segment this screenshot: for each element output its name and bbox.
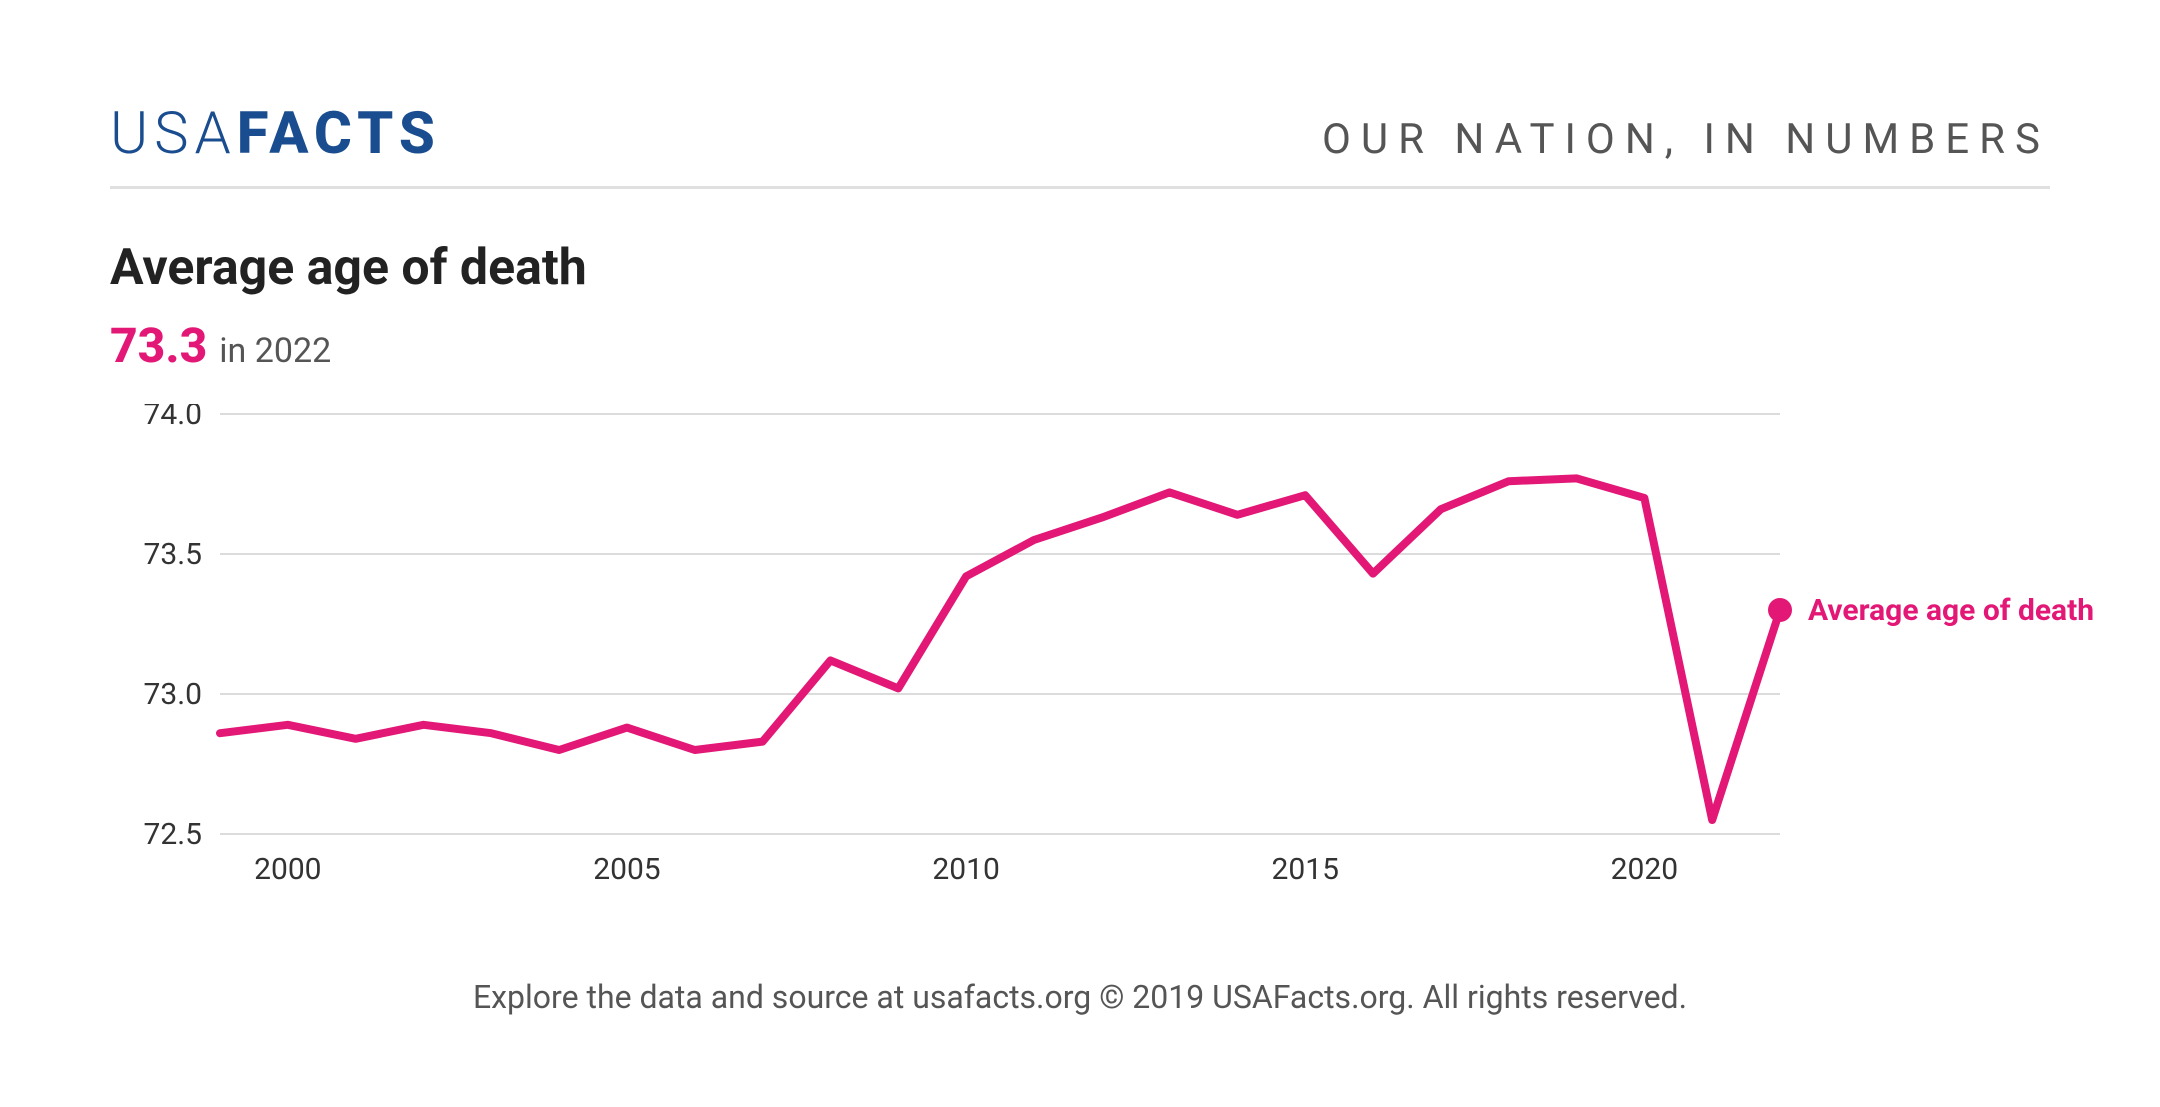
svg-text:2000: 2000	[254, 852, 321, 887]
svg-text:Average age of death: Average age of death	[1808, 593, 2094, 628]
header: USAFACTS OUR NATION, IN NUMBERS	[110, 100, 2050, 189]
chart-title: Average age of death	[110, 239, 2050, 297]
line-chart: 72.573.073.574.020002005201020152020Aver…	[110, 404, 2050, 908]
footer-text: Explore the data and source at usafacts.…	[110, 978, 2050, 1016]
svg-text:2015: 2015	[1271, 852, 1338, 887]
svg-text:72.5: 72.5	[144, 817, 203, 852]
svg-text:2010: 2010	[932, 852, 999, 887]
stat-row: 73.3 in 2022	[110, 317, 2050, 374]
svg-text:2005: 2005	[593, 852, 660, 887]
logo-bold: FACTS	[237, 100, 441, 168]
svg-text:73.0: 73.0	[144, 677, 203, 712]
logo-light: USA	[110, 100, 237, 168]
svg-text:2020: 2020	[1611, 852, 1678, 887]
stat-value: 73.3	[110, 317, 207, 374]
logo: USAFACTS	[110, 100, 441, 168]
svg-text:73.5: 73.5	[144, 537, 203, 572]
svg-text:74.0: 74.0	[144, 404, 203, 432]
tagline: OUR NATION, IN NUMBERS	[1322, 115, 2050, 164]
chart-svg: 72.5 73.0 73.5 74.0 2000 2005 2010 2015 2020 Aver…	[110, 404, 2120, 904]
stat-year: in 2022	[219, 331, 331, 371]
